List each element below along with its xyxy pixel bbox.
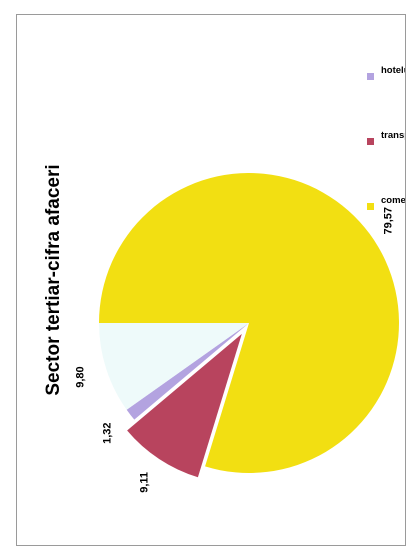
- legend-swatch: [367, 138, 374, 145]
- pie-chart: Sector tertiar-cifra afaceri 79,57 9,11 1,…: [43, 0, 419, 493]
- legend-swatch: [367, 203, 374, 210]
- data-label: 79,57: [382, 207, 394, 235]
- chart-title: Sector tertiar-cifra afaceri: [43, 164, 64, 395]
- legend-swatch: [367, 73, 374, 80]
- data-label: 9,80: [74, 366, 86, 387]
- legend-label: transporturi si depozitare: [381, 130, 405, 141]
- chart-frame: Sector tertiar-cifra afaceri 79,57 9,11 1,…: [16, 0, 419, 546]
- data-label: 9,11: [139, 472, 151, 493]
- pie-slice-hoteluri-si-alimentatie-publica: [126, 323, 249, 420]
- pie-slice-transporturi-si-depozitare: [127, 333, 242, 478]
- data-label: 1,32: [102, 422, 114, 443]
- legend: comert transporturi si depozitare hoteluri…: [367, 0, 419, 210]
- legend-label: hoteluri si alimentatie publica: [381, 65, 405, 76]
- pie-slice-comert: [99, 173, 399, 473]
- pie-slice-altele: [99, 323, 249, 410]
- legend-label: comert: [381, 195, 405, 206]
